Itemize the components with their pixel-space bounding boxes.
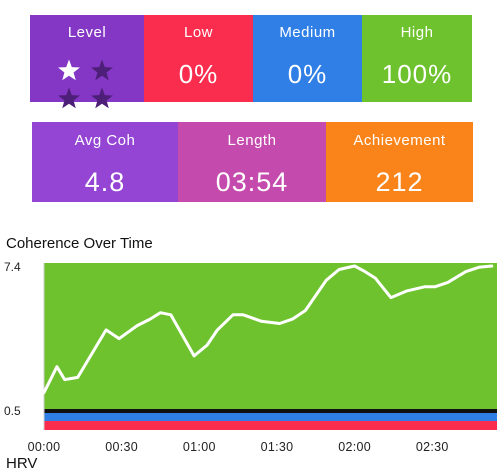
coherence-section-title: Coherence Over Time <box>6 235 153 252</box>
hrv-section-title: HRV <box>6 455 38 472</box>
achievement-label: Achievement <box>353 132 446 149</box>
medium-label: Medium <box>279 24 336 41</box>
high-label: High <box>400 24 434 41</box>
low-zone-band <box>44 421 497 430</box>
medium-tile: Medium 0% <box>253 15 362 102</box>
low-tile: Low 0% <box>144 15 253 102</box>
high-value: 100% <box>381 59 453 89</box>
avg-coh-label: Avg Coh <box>74 132 136 149</box>
medium-value: 0% <box>287 59 328 89</box>
x-tick-label: 01:30 <box>261 440 294 454</box>
level-tile: Level <box>30 15 144 109</box>
star-empty-icon <box>91 59 113 81</box>
low-value: 0% <box>178 59 219 89</box>
star-empty-icon <box>58 87 80 109</box>
level-label: Level <box>67 24 107 41</box>
avg-coh-tile: Avg Coh 4.8 <box>32 122 178 202</box>
coherence-chart: 7.4 0.5 00:00 00:30 01:00 01:30 02:00 02:30 <box>4 260 497 454</box>
star-filled-icon <box>58 59 80 81</box>
y-tick-label: 7.4 <box>4 260 21 274</box>
x-tick-label: 01:00 <box>183 440 216 454</box>
high-tile: High 100% <box>362 15 472 102</box>
length-label: Length <box>227 132 277 149</box>
x-tick-label: 02:30 <box>416 440 449 454</box>
coherence-series-line <box>42 264 494 395</box>
avg-coh-value: 4.8 <box>84 167 126 197</box>
x-tick-label: 00:00 <box>28 440 61 454</box>
achievement-tile: Achievement 212 <box>326 122 473 202</box>
y-tick-label: 0.5 <box>4 404 21 418</box>
achievement-value: 212 <box>375 167 424 197</box>
medium-zone-band <box>44 413 497 421</box>
star-empty-icon <box>91 87 113 109</box>
level-stars <box>58 59 113 109</box>
x-tick-label: 00:30 <box>105 440 138 454</box>
length-tile: Length 03:54 <box>178 122 326 202</box>
x-tick-label: 02:00 <box>338 440 371 454</box>
length-value: 03:54 <box>215 167 289 197</box>
baseline-line <box>44 409 497 413</box>
low-label: Low <box>183 24 214 41</box>
